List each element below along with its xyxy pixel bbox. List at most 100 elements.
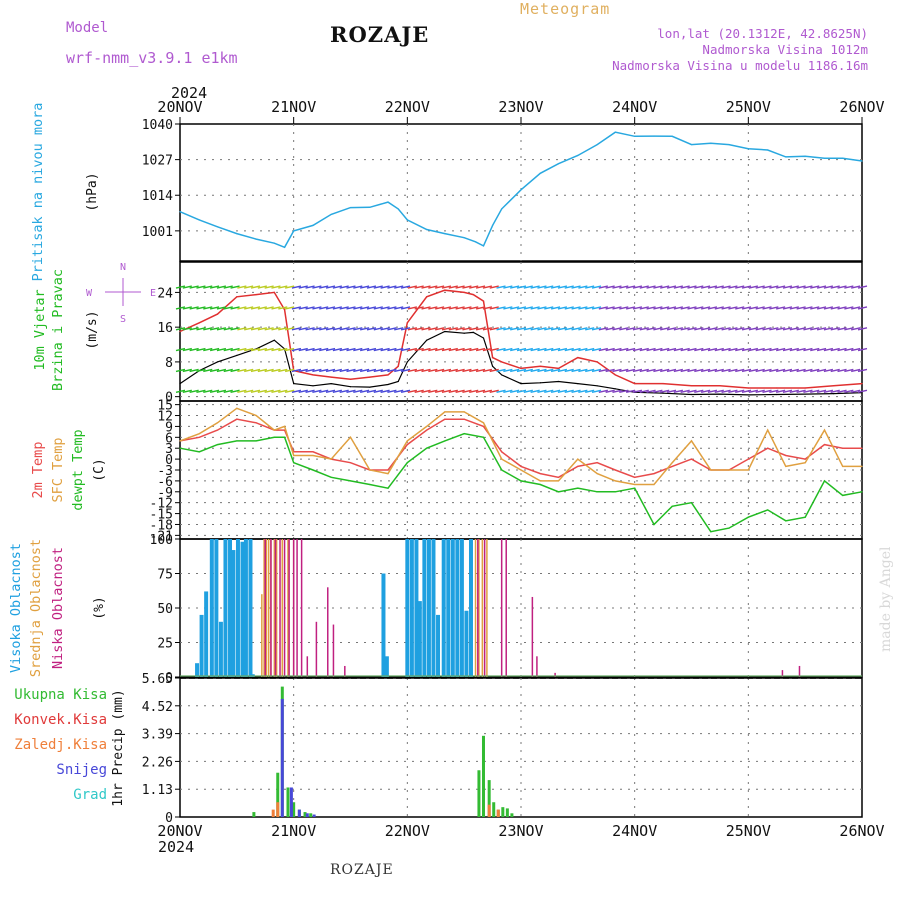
ytick-label-clouds: 100 [150,533,173,548]
wind-arrow [625,285,636,289]
wind-arrow [639,368,649,373]
wind-arrow [366,327,377,331]
wind-arrow [475,347,486,352]
data-point [387,374,389,376]
wind-arrow [857,368,868,373]
data-point [728,527,730,529]
wind-arrow [537,306,547,310]
wind-arrow [619,285,629,289]
data-point [557,367,560,370]
wind-arrow [387,347,397,352]
cloud-bar [486,539,488,677]
wind-arrow [312,306,322,310]
cloud-bar [781,670,784,677]
wind-arrow [441,306,452,310]
data-point [634,476,636,478]
wind-arrow [230,368,240,373]
data-point [236,296,238,298]
data-point [539,480,541,482]
precip-bar [276,772,280,817]
wind-arrow [366,347,377,352]
data-point [198,433,200,435]
wind-arrow [612,285,622,289]
wind-arrow [407,285,418,289]
cloud-bar [422,539,427,677]
wind-arrow [196,306,206,310]
data-point [198,322,200,324]
model-name: wrf-nmm_v3.9.1 e1km [66,49,238,67]
wind-arrow [789,368,799,373]
wind-arrow [694,285,704,289]
wind-arrow [332,389,343,393]
wind-arrow [619,389,629,393]
data-point [842,157,844,159]
wind-arrow [803,368,813,373]
precip-bar [510,813,514,817]
wind-arrow [298,368,308,373]
ytick-label-precip: 5.65 [142,672,173,687]
wind-arrow [755,306,765,310]
cloud-bar [288,539,290,677]
data-point [662,392,664,394]
cloud-bar [468,539,473,677]
data-point [557,163,560,165]
wind-arrow [782,306,793,310]
wind-arrow [305,368,315,373]
wind-arrow [366,306,377,310]
wind-arrow [462,368,472,373]
data-point [312,469,314,471]
data-point [557,491,560,493]
wind-arrow [209,389,220,393]
wind-arrow [237,327,247,331]
wind-arrow [632,347,643,352]
cloud-bar [483,539,486,677]
wind-arrow [537,368,547,373]
wind-arrow [837,389,847,393]
wind-arrow [741,368,752,373]
data-point [832,385,835,387]
precip-bar [492,802,496,817]
wind-arrow [223,327,233,331]
x-tick-label-top: 21NOV [271,98,316,116]
wind-arrow [741,327,752,331]
wind-arrow [421,389,431,393]
ytick-label-temperature: -3 [157,464,173,479]
wind-arrow [407,347,418,352]
wind-arrow [741,347,752,352]
ytick-label-temperature: -15 [150,508,173,523]
wind-arrow [264,368,274,373]
data-point [557,480,560,482]
wind-arrow [332,368,343,373]
wind-arrow [755,368,765,373]
cloud-bar [248,539,253,677]
data-point [596,361,598,363]
wind-arrow [646,327,656,331]
data-point [539,172,541,174]
wind-arrow [830,389,840,393]
wind-arrow [462,327,472,331]
wind-arrow [312,285,322,289]
wind-arrow [189,347,199,352]
wind-arrow [830,285,840,289]
wind-arrow [646,368,656,373]
wind-arrow [646,389,656,393]
data-point [634,383,636,385]
wind-arrow [830,327,840,331]
wind-arrow [475,368,486,373]
wind-arrow [735,285,745,289]
ytick-label-pressure: 1014 [142,189,173,204]
wind-arrow [673,285,684,289]
data-point [690,440,693,442]
wind-arrow [264,389,274,393]
data-point [463,332,465,334]
cloud-bar [265,539,268,677]
panel-frame-wind [179,261,863,402]
x-tick-label-top: 23NOV [498,98,543,116]
wind-arrow [244,327,254,331]
data-point [785,156,787,158]
wind-arrow [271,347,281,352]
wind-arrow [332,327,343,331]
wind-arrow [359,389,370,393]
data-point [501,361,503,363]
wind-arrow [435,306,445,310]
